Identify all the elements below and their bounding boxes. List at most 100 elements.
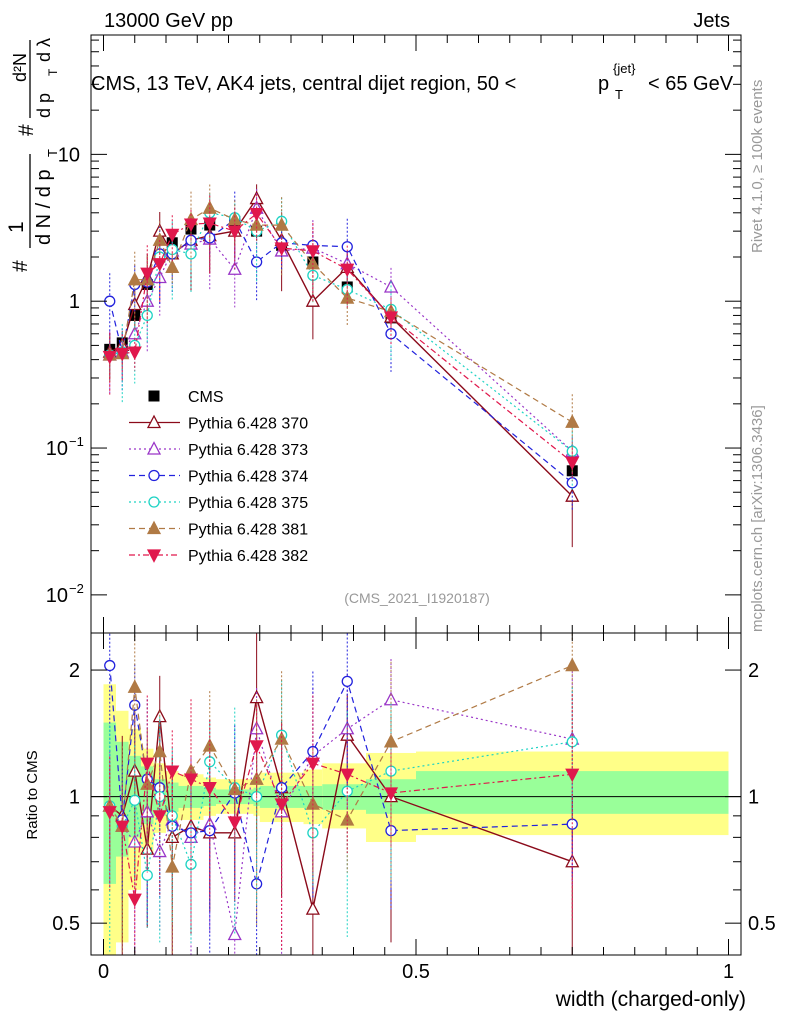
main-ytick-exp: −2 (69, 581, 84, 596)
ratio-y-axis: 0.5 0.5 1 1 2 2 (52, 660, 776, 935)
y-label-hash1: # (9, 260, 32, 272)
ratio-point (227, 926, 242, 941)
main-point (183, 218, 199, 233)
legend-marker (148, 390, 160, 402)
ratio-point (141, 869, 153, 881)
legend-marker (146, 441, 162, 455)
main-point (305, 245, 320, 259)
legend-label: Pythia 6.428 373 (188, 442, 308, 459)
ratio-ytick-label-right: 0.5 (748, 913, 776, 935)
ratio-point (129, 794, 141, 806)
main-point (227, 225, 242, 240)
ratio-point (140, 757, 155, 772)
legend-entry-6: Pythia 6.428 382 (129, 548, 308, 565)
main-point (340, 263, 355, 278)
ratio-point (565, 768, 580, 783)
main-point (152, 258, 167, 272)
main-series-6 (102, 194, 580, 481)
legend-entry-5: Pythia 6.428 381 (129, 520, 308, 539)
ratio-panel: 0.5 0.51 12 2 0 0.5 1 Ratio to CMS width (cha… (24, 632, 776, 1011)
main-point (249, 207, 264, 222)
ratio-point (340, 768, 355, 783)
ratio-y-label: Ratio to CMS (24, 750, 41, 839)
ratio-point (183, 773, 199, 788)
legend-entry-0: CMS (148, 389, 224, 406)
ratio-series-line-5 (109, 744, 573, 900)
main-point (250, 256, 263, 268)
ratio-series-5 (102, 694, 580, 955)
legend-marker (148, 496, 160, 508)
legend-label: Pythia 6.428 381 (188, 522, 308, 539)
ratio-point (249, 740, 264, 754)
title-tail: < 65 GeV (648, 73, 734, 95)
ratio-point (274, 798, 289, 812)
ratio-point (227, 816, 242, 830)
main-y-label: # 1 d N / d p T # d²N d p T d λ (5, 38, 60, 272)
legend-marker (146, 520, 162, 535)
ratio-point (127, 893, 142, 908)
xtick-label: 1 (723, 961, 734, 983)
ratio-ytick-label: 0.5 (52, 913, 80, 935)
y-label-dlambda: d λ (34, 38, 54, 62)
main-point (566, 477, 578, 489)
main-point (140, 267, 155, 282)
xtick-label: 0 (98, 961, 109, 983)
y-label-dp-sub: T (46, 68, 60, 76)
main-point (565, 456, 580, 471)
legend-label: Pythia 6.428 374 (188, 469, 308, 486)
ratio-ytick-label-right: 2 (748, 660, 759, 682)
y-label-dN-sub: T (45, 149, 60, 157)
legend: CMS Pythia 6.428 370 Pythia 6.428 373 Pythi… (129, 389, 308, 565)
legend-marker (146, 549, 162, 563)
ratio-point (104, 659, 116, 672)
mcplots-label: mcplots.cern.ch [arXiv:1306.3436] (749, 405, 766, 632)
main-ytick-label: 10 (46, 438, 68, 460)
ratio-point (565, 657, 580, 672)
ratio-x-axis: 0 0.5 1 (98, 633, 734, 983)
y-label-one: 1 (5, 221, 28, 233)
main-point (274, 217, 289, 231)
main-series-line-3 (109, 218, 573, 484)
main-plot-area (102, 184, 580, 548)
main-point (202, 217, 217, 232)
legend-entry-3: Pythia 6.428 374 (129, 469, 308, 486)
ratio-point (383, 733, 399, 748)
main-point (165, 259, 180, 274)
ratio-point (127, 679, 142, 693)
title-sub: T (615, 87, 623, 102)
main-point (127, 271, 142, 286)
ratio-point (165, 859, 180, 873)
ratio-point (152, 743, 167, 758)
ratio-ytick-label: 2 (69, 660, 80, 682)
energy-label: 13000 GeV pp (104, 10, 233, 32)
ratio-point (383, 787, 399, 801)
main-point (127, 346, 142, 361)
main-point (165, 228, 180, 243)
ratio-point (165, 765, 180, 779)
category-label: Jets (693, 10, 730, 32)
analysis-id: (CMS_2021_I1920187) (344, 590, 490, 606)
legend-marker (146, 414, 162, 429)
y-label-dp: d p (34, 93, 54, 118)
main-ytick-exp: −1 (69, 434, 84, 449)
xtick-label: 0.5 (402, 961, 430, 983)
ratio-plot-area (91, 633, 741, 955)
ratio-point (305, 901, 320, 915)
main-point (383, 311, 399, 325)
main-frame (90, 34, 742, 634)
legend-label: Pythia 6.428 382 (188, 548, 308, 565)
title-sup: {jet} (613, 61, 636, 76)
ratio-point (204, 824, 216, 837)
legend-label: CMS (188, 389, 224, 406)
plot-title: CMS, 13 TeV, AK4 jets, central dijet reg… (91, 61, 734, 102)
main-ytick-label: 1 (69, 291, 80, 313)
main-point (565, 414, 580, 428)
x-axis-label: width (charged-only) (555, 988, 746, 1011)
ratio-point (202, 782, 217, 796)
ratio-point (305, 757, 320, 772)
rivet-label: Rivet 4.1.0, ≥ 100k events (749, 80, 766, 253)
ratio-point (341, 675, 353, 688)
